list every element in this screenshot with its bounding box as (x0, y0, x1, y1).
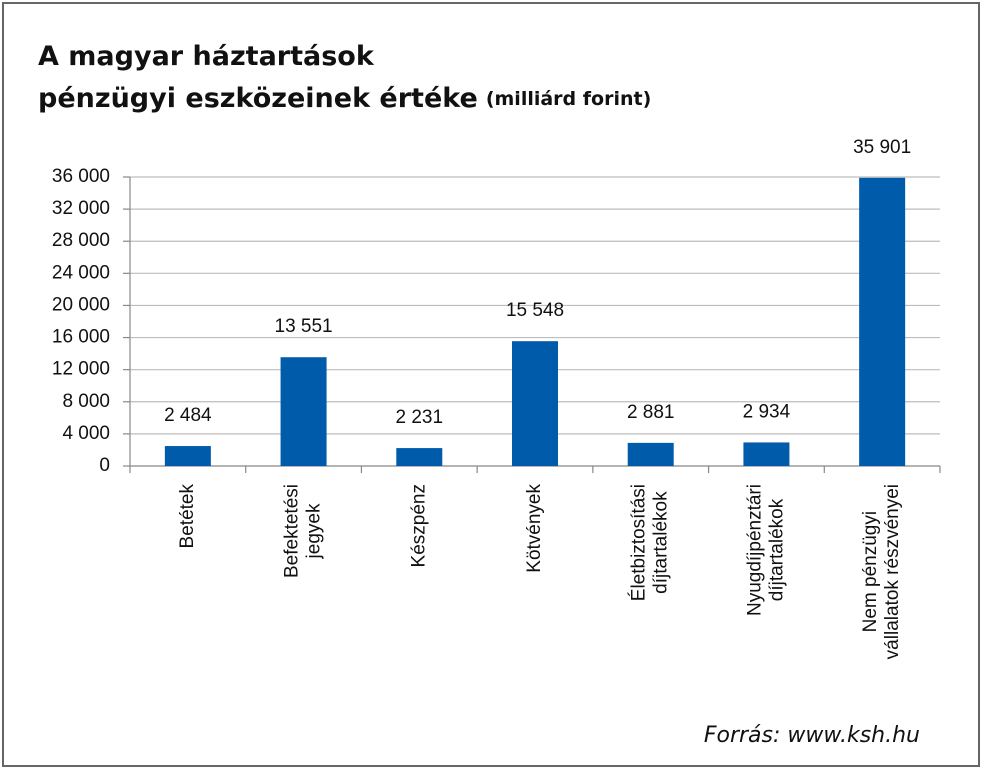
y-tick-label: 28 000 (52, 230, 110, 251)
bar (859, 177, 906, 467)
x-tick-label-line: Életbiztosítási (629, 484, 650, 601)
x-tick-label-line: jegyek (304, 503, 325, 559)
value-label: 2 881 (627, 402, 675, 423)
y-tick-label: 36 000 (52, 166, 110, 187)
y-tick-label: 24 000 (52, 262, 110, 283)
value-label: 15 548 (506, 300, 564, 321)
y-tick-label: 12 000 (52, 359, 110, 380)
bar (280, 357, 327, 466)
bar (627, 442, 674, 466)
x-tick-label-line: díjtartalékok (651, 491, 672, 594)
x-tick-label-line: Befektetési (282, 484, 303, 578)
value-label: 2 484 (164, 405, 212, 426)
bar (396, 448, 443, 466)
value-label: 13 551 (275, 316, 333, 337)
x-tick-label-line: Nem pénzügyi (860, 511, 881, 632)
x-tick-label-line: Kötvények (524, 484, 545, 573)
y-tick-label: 32 000 (52, 198, 110, 219)
x-tick-label-line: Készpénz (408, 484, 429, 567)
x-tick-label: Betétek (177, 484, 198, 549)
x-tick-label: Életbiztosításidíjtartalékok (629, 484, 672, 601)
x-tick-label: Készpénz (408, 484, 429, 567)
chart-subtitle: (milliárd forint) (486, 88, 651, 110)
y-tick-label: 0 (99, 455, 110, 476)
value-label: 35 901 (853, 137, 911, 158)
x-tick-label-line: vállalatok részvényei (882, 484, 903, 659)
y-tick-label: 16 000 (52, 327, 110, 348)
x-tick-label: Kötvények (524, 484, 545, 573)
x-tick-label: Befektetésijegyek (282, 484, 325, 578)
x-tick-label: Nyugdíjpénztáridíjtartalékok (744, 484, 787, 616)
source: Forrás: www.ksh.hu (704, 723, 920, 748)
x-tick-label: Nem pénzügyivállalatok részvényei (860, 484, 903, 659)
x-tick-label-line: Betétek (177, 484, 198, 549)
title-line: pénzügyi eszközeinek értéke (38, 83, 478, 114)
bar (512, 341, 558, 466)
y-tick-label: 8 000 (62, 391, 110, 412)
chart-title: A magyar háztartások pénzügyi eszközeinek… (38, 41, 651, 114)
value-label: 2 934 (743, 401, 791, 422)
title-line: A magyar háztartások (38, 41, 375, 72)
y-tick-label: 20 000 (52, 294, 110, 315)
x-tick-label-line: Nyugdíjpénztári (744, 484, 765, 616)
x-tick-label-line: díjtartalékok (766, 498, 787, 601)
bar (743, 442, 790, 466)
y-tick-label: 4 000 (62, 423, 110, 444)
value-label: 2 231 (396, 407, 444, 428)
bar (164, 446, 211, 466)
